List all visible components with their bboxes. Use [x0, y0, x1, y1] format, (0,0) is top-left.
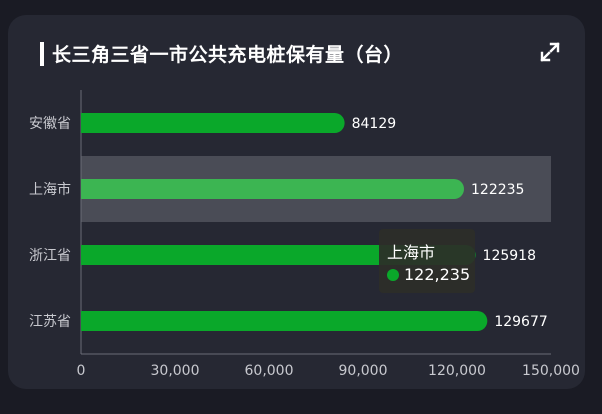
- x-tick-label-5: 150,000: [522, 363, 580, 379]
- bar-0: [81, 113, 345, 133]
- tooltip-series-dot: [387, 269, 399, 281]
- tooltip-value: 122,235: [404, 265, 471, 284]
- category-label-3: 江苏省: [29, 314, 71, 330]
- category-label-2: 浙江省: [29, 248, 71, 264]
- title-accent-bar: [40, 42, 44, 66]
- value-label-0: 84129: [352, 116, 397, 132]
- bar-base-2: [81, 245, 91, 265]
- bar-base-3: [81, 311, 91, 331]
- x-tick-label-0: 0: [77, 363, 86, 379]
- category-label-1: 上海市: [29, 181, 71, 198]
- value-label-2: 125918: [483, 248, 536, 264]
- x-tick-label-3: 90,000: [339, 363, 388, 379]
- value-label-1: 122235: [471, 182, 524, 198]
- bar-1: [81, 179, 465, 199]
- bar-3: [81, 311, 488, 331]
- x-tick-label-2: 60,000: [245, 363, 294, 379]
- tooltip-title: 上海市: [387, 243, 436, 262]
- chart-tooltip: 上海市 122,235: [379, 229, 475, 293]
- value-label-3: 129677: [494, 314, 547, 330]
- category-label-0: 安徽省: [29, 116, 71, 132]
- bar-base-1: [81, 179, 91, 199]
- x-tick-label-4: 120,000: [428, 363, 486, 379]
- bar-base-0: [81, 113, 91, 133]
- x-tick-label-1: 30,000: [151, 363, 200, 379]
- expand-icon[interactable]: [538, 40, 562, 64]
- bar-2: [81, 245, 476, 265]
- chart-title: 长三角三省一市公共充电桩保有量（台）: [52, 44, 404, 66]
